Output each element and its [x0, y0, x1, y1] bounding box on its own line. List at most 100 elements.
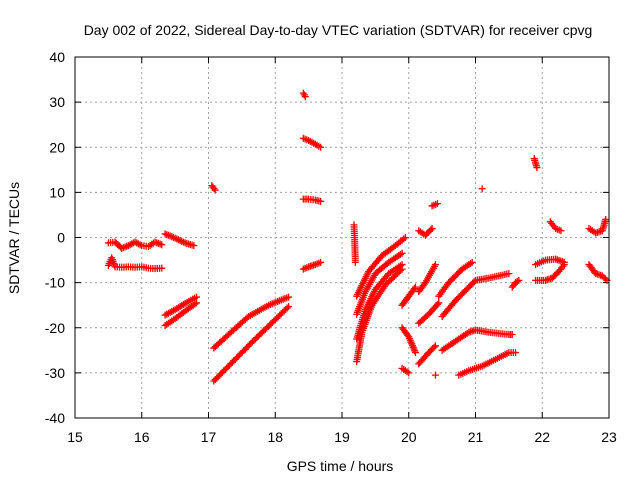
series-arc-33 [530, 155, 541, 172]
data-point [317, 197, 325, 205]
series-arc-21 [415, 261, 439, 296]
series-arc-27 [435, 258, 476, 300]
series-arc-35 [532, 261, 568, 284]
y-tick-label: 40 [49, 49, 65, 65]
y-tick-label: 10 [49, 184, 65, 200]
data-point [154, 239, 162, 247]
data-point [179, 238, 187, 246]
data-point [171, 234, 179, 242]
series-arc-3 [161, 230, 198, 250]
data-point [179, 300, 187, 308]
series-arc-38 [585, 261, 611, 284]
data-point [435, 299, 443, 307]
data-point [190, 242, 198, 250]
series-arc-18 [398, 283, 419, 309]
data-point [533, 164, 541, 172]
data-point [151, 238, 159, 246]
y-tick-label: -40 [45, 410, 65, 426]
data-point [411, 283, 419, 291]
tick-labels: 15 16 17 18 19 20 21 22 23 -40 -30 -20 -10 0 10 20 30 40 [45, 49, 617, 445]
series-arc-12 [299, 258, 325, 273]
data-point [466, 259, 474, 267]
series-arc-25 [415, 342, 439, 368]
y-tick-label: 20 [49, 139, 65, 155]
series-arc-2 [104, 254, 166, 273]
data-point [317, 258, 325, 266]
data-point [428, 224, 436, 232]
data-point [600, 273, 608, 281]
data-point [508, 331, 516, 339]
data-point [430, 343, 438, 351]
series-arc-13 [350, 221, 359, 266]
data-point [351, 258, 359, 266]
series-arc-23 [428, 200, 441, 210]
series-arc-15 [353, 249, 406, 318]
series-arc-6 [208, 182, 219, 194]
data-point [164, 231, 172, 239]
data-point [153, 239, 161, 247]
data-point [118, 244, 126, 252]
data-point [405, 369, 413, 377]
data-point [515, 276, 523, 284]
x-axis-label: GPS time / hours [287, 458, 394, 474]
series-arc-7 [210, 293, 293, 352]
series-arc-16 [353, 261, 406, 343]
data-point [434, 300, 442, 308]
data-point [178, 237, 186, 245]
y-tick-label: -10 [45, 275, 65, 291]
data-point [123, 242, 131, 250]
series-arc-34 [532, 255, 568, 269]
data-point [560, 261, 568, 269]
data-point [513, 277, 521, 285]
data-point [505, 270, 513, 278]
y-axis-label: SDTVAR / TECUs [6, 182, 22, 294]
data-point [158, 264, 166, 272]
data-point [432, 200, 440, 208]
chart-title: Day 002 of 2022, Sidereal Day-to-day VTE… [84, 22, 593, 38]
data-point [478, 185, 486, 193]
data-point [173, 235, 181, 243]
data-point [156, 240, 164, 248]
series-arc-1 [104, 238, 166, 252]
data-point [398, 249, 406, 257]
data-point [158, 241, 166, 249]
data-point [121, 243, 129, 251]
data-point [163, 231, 171, 239]
x-tick-label: 16 [134, 429, 150, 445]
data-point [168, 233, 176, 241]
data-point [468, 258, 476, 266]
x-tick-label: 15 [67, 429, 83, 445]
series-arc-19 [398, 324, 419, 357]
data-point [285, 303, 293, 311]
series-arc-24 [415, 299, 443, 327]
data-point [283, 304, 291, 312]
data-points [104, 89, 611, 385]
series-arc-31 [438, 326, 516, 354]
series-arc-17 [353, 265, 406, 366]
series-arc-37 [585, 215, 610, 237]
data-point [433, 200, 441, 208]
data-point [411, 349, 419, 357]
x-tick-label: 21 [468, 429, 484, 445]
data-point [598, 272, 606, 280]
x-tick-label: 18 [267, 429, 283, 445]
series-arc-32 [455, 349, 520, 379]
data-point [431, 261, 439, 269]
series-arc-8 [210, 303, 293, 385]
series-arc-11 [299, 195, 325, 205]
data-point [400, 235, 408, 243]
y-tick-label: 30 [49, 94, 65, 110]
data-point [285, 293, 293, 301]
series-arc-30 [478, 185, 486, 193]
x-tick-label: 17 [201, 429, 217, 445]
data-point [191, 300, 199, 308]
x-tick-label: 19 [334, 429, 350, 445]
data-point [396, 250, 404, 258]
data-point [512, 349, 520, 357]
data-point [301, 93, 309, 101]
series-arc-4 [161, 299, 200, 329]
data-point [192, 299, 200, 307]
series-arc-36 [546, 218, 565, 235]
data-point [555, 226, 563, 234]
